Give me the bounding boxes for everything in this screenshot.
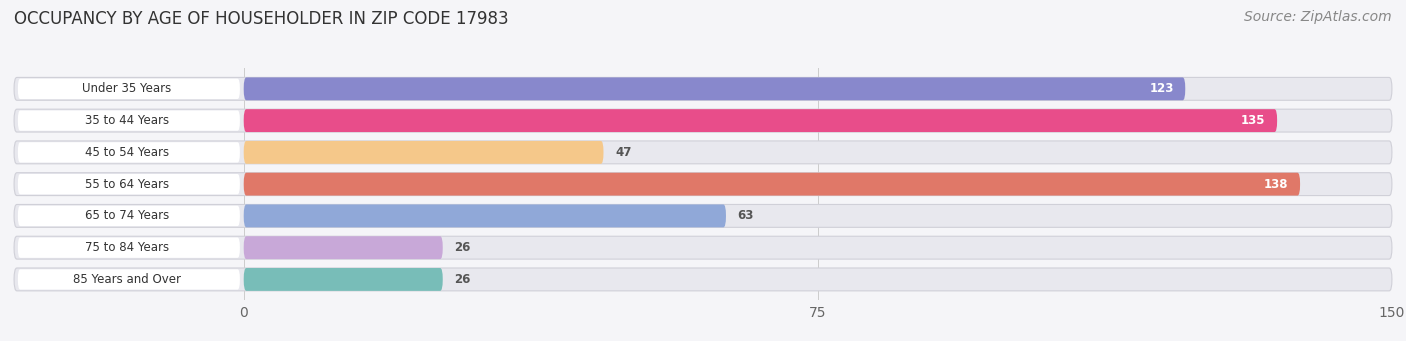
Text: 138: 138 <box>1264 178 1289 191</box>
Text: Under 35 Years: Under 35 Years <box>83 82 172 95</box>
Text: 63: 63 <box>738 209 754 222</box>
FancyBboxPatch shape <box>14 205 1392 227</box>
FancyBboxPatch shape <box>243 236 443 259</box>
FancyBboxPatch shape <box>14 141 1392 164</box>
FancyBboxPatch shape <box>18 269 240 290</box>
Text: OCCUPANCY BY AGE OF HOUSEHOLDER IN ZIP CODE 17983: OCCUPANCY BY AGE OF HOUSEHOLDER IN ZIP C… <box>14 10 509 28</box>
Text: 135: 135 <box>1241 114 1265 127</box>
FancyBboxPatch shape <box>243 205 725 227</box>
Text: 65 to 74 Years: 65 to 74 Years <box>84 209 169 222</box>
Text: 35 to 44 Years: 35 to 44 Years <box>84 114 169 127</box>
Text: 123: 123 <box>1149 82 1174 95</box>
FancyBboxPatch shape <box>14 77 1392 100</box>
FancyBboxPatch shape <box>18 110 240 131</box>
Text: 75 to 84 Years: 75 to 84 Years <box>84 241 169 254</box>
Text: 26: 26 <box>454 273 471 286</box>
Text: Source: ZipAtlas.com: Source: ZipAtlas.com <box>1244 10 1392 24</box>
Text: 26: 26 <box>454 241 471 254</box>
FancyBboxPatch shape <box>243 77 1185 100</box>
FancyBboxPatch shape <box>14 268 1392 291</box>
FancyBboxPatch shape <box>243 141 603 164</box>
FancyBboxPatch shape <box>18 206 240 226</box>
Text: 47: 47 <box>614 146 631 159</box>
FancyBboxPatch shape <box>18 142 240 163</box>
FancyBboxPatch shape <box>14 173 1392 196</box>
FancyBboxPatch shape <box>18 174 240 194</box>
FancyBboxPatch shape <box>18 79 240 99</box>
FancyBboxPatch shape <box>14 236 1392 259</box>
Text: 85 Years and Over: 85 Years and Over <box>73 273 181 286</box>
FancyBboxPatch shape <box>18 237 240 258</box>
FancyBboxPatch shape <box>14 109 1392 132</box>
Text: 45 to 54 Years: 45 to 54 Years <box>84 146 169 159</box>
FancyBboxPatch shape <box>243 173 1301 196</box>
FancyBboxPatch shape <box>243 268 443 291</box>
FancyBboxPatch shape <box>243 109 1277 132</box>
Text: 55 to 64 Years: 55 to 64 Years <box>84 178 169 191</box>
